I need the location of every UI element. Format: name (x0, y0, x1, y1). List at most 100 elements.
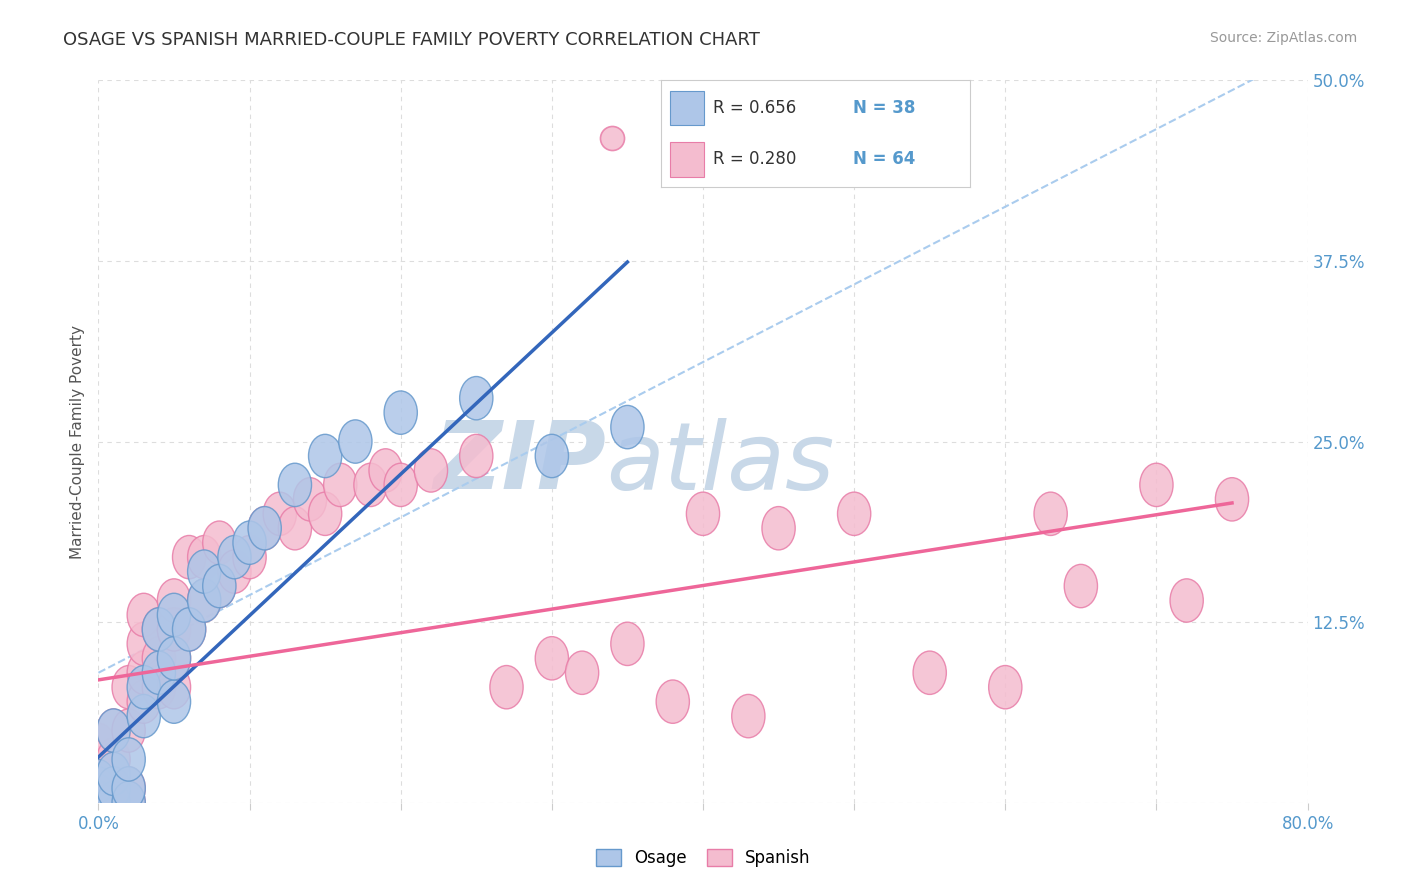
Ellipse shape (354, 463, 387, 507)
Ellipse shape (202, 565, 236, 607)
Text: ZIP: ZIP (433, 417, 606, 509)
Ellipse shape (460, 376, 494, 420)
Ellipse shape (1064, 565, 1098, 607)
Ellipse shape (263, 492, 297, 535)
Ellipse shape (127, 665, 160, 709)
Ellipse shape (97, 738, 131, 781)
Ellipse shape (112, 767, 145, 810)
Ellipse shape (686, 492, 720, 535)
Y-axis label: Married-Couple Family Poverty: Married-Couple Family Poverty (70, 325, 86, 558)
Ellipse shape (157, 680, 191, 723)
Ellipse shape (82, 781, 115, 824)
Ellipse shape (202, 565, 236, 607)
Ellipse shape (202, 521, 236, 565)
Ellipse shape (97, 781, 131, 824)
Ellipse shape (157, 665, 191, 709)
Ellipse shape (142, 651, 176, 694)
Ellipse shape (1140, 463, 1173, 507)
Ellipse shape (187, 579, 221, 623)
Text: N = 64: N = 64 (852, 151, 915, 169)
Ellipse shape (82, 781, 115, 824)
Ellipse shape (82, 723, 115, 767)
Ellipse shape (82, 767, 115, 810)
Ellipse shape (82, 759, 115, 803)
Ellipse shape (97, 752, 131, 796)
Ellipse shape (536, 434, 568, 477)
Ellipse shape (278, 463, 312, 507)
Ellipse shape (1170, 579, 1204, 623)
Ellipse shape (82, 774, 115, 817)
Ellipse shape (536, 637, 568, 680)
Ellipse shape (489, 665, 523, 709)
Ellipse shape (339, 420, 373, 463)
FancyBboxPatch shape (671, 143, 704, 177)
Ellipse shape (142, 637, 176, 680)
Text: atlas: atlas (606, 417, 835, 508)
Ellipse shape (142, 607, 176, 651)
Ellipse shape (97, 709, 131, 752)
Ellipse shape (82, 781, 115, 824)
Ellipse shape (247, 507, 281, 549)
Ellipse shape (187, 579, 221, 623)
Ellipse shape (384, 463, 418, 507)
Ellipse shape (127, 680, 160, 723)
Ellipse shape (82, 781, 115, 824)
Ellipse shape (157, 593, 191, 637)
Ellipse shape (187, 549, 221, 593)
Ellipse shape (82, 781, 115, 824)
Ellipse shape (82, 781, 115, 824)
Ellipse shape (82, 781, 115, 824)
Ellipse shape (565, 651, 599, 694)
Ellipse shape (657, 680, 689, 723)
Ellipse shape (112, 767, 145, 810)
Text: R = 0.656: R = 0.656 (713, 99, 797, 117)
Ellipse shape (610, 623, 644, 665)
Ellipse shape (294, 477, 326, 521)
Ellipse shape (112, 665, 145, 709)
Ellipse shape (157, 637, 191, 680)
Ellipse shape (97, 781, 131, 824)
Ellipse shape (112, 738, 145, 781)
Ellipse shape (82, 774, 115, 817)
Ellipse shape (97, 709, 131, 752)
Ellipse shape (233, 521, 266, 565)
Ellipse shape (912, 651, 946, 694)
Ellipse shape (173, 535, 205, 579)
Ellipse shape (1215, 477, 1249, 521)
Ellipse shape (97, 767, 131, 810)
Ellipse shape (233, 535, 266, 579)
Ellipse shape (127, 593, 160, 637)
Ellipse shape (384, 391, 418, 434)
Point (602, 131, 624, 145)
Ellipse shape (112, 781, 145, 824)
Ellipse shape (82, 781, 115, 824)
Ellipse shape (187, 535, 221, 579)
Ellipse shape (82, 781, 115, 824)
Text: N = 38: N = 38 (852, 99, 915, 117)
Ellipse shape (323, 463, 357, 507)
Ellipse shape (415, 449, 447, 492)
Ellipse shape (82, 752, 115, 796)
Ellipse shape (82, 767, 115, 810)
Ellipse shape (82, 781, 115, 824)
Text: Source: ZipAtlas.com: Source: ZipAtlas.com (1209, 31, 1357, 45)
Ellipse shape (112, 709, 145, 752)
Ellipse shape (142, 665, 176, 709)
Ellipse shape (97, 767, 131, 810)
Ellipse shape (278, 507, 312, 549)
Ellipse shape (157, 637, 191, 680)
Ellipse shape (127, 694, 160, 738)
Ellipse shape (173, 607, 205, 651)
Ellipse shape (308, 492, 342, 535)
Ellipse shape (112, 781, 145, 824)
Ellipse shape (157, 607, 191, 651)
Legend: Osage, Spanish: Osage, Spanish (589, 842, 817, 874)
Ellipse shape (218, 535, 252, 579)
Ellipse shape (610, 405, 644, 449)
Ellipse shape (82, 781, 115, 824)
Ellipse shape (731, 694, 765, 738)
Ellipse shape (218, 549, 252, 593)
FancyBboxPatch shape (671, 91, 704, 125)
Ellipse shape (142, 607, 176, 651)
Ellipse shape (157, 579, 191, 623)
